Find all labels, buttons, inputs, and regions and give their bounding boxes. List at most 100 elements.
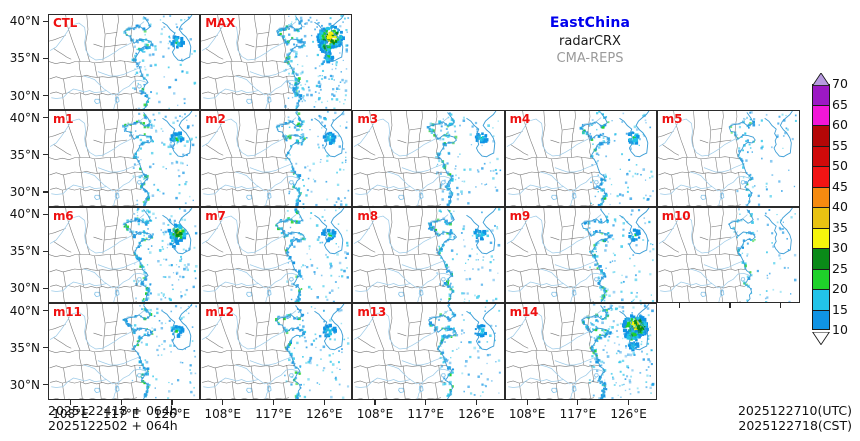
- colorbar-cell: [812, 289, 830, 310]
- panel-label: m7: [205, 208, 226, 223]
- y-axis-tick: [43, 57, 48, 60]
- footer-init-time-2: 2025122502 + 064h: [48, 418, 178, 433]
- colorbar-tick-label: 10: [832, 322, 848, 337]
- panel-label: m13: [357, 305, 386, 320]
- x-axis-tick: [120, 399, 122, 405]
- colorbar-cell: [812, 309, 830, 330]
- colorbar-over-arrow: [811, 71, 831, 87]
- footer-valid-utc: 2025122710(UTC): [737, 403, 852, 418]
- colorbar-cell: [812, 84, 830, 105]
- colorbar-cell: [812, 166, 830, 187]
- colorbar-under-arrow: [811, 330, 831, 346]
- map-panel-m1: m1: [48, 110, 201, 207]
- panel-label: m9: [509, 208, 531, 223]
- y-axis-label: 40°N: [9, 207, 40, 222]
- colorbar: [812, 84, 830, 330]
- x-axis-label: 117°E: [407, 406, 444, 421]
- colorbar-tick-label: 65: [832, 96, 848, 112]
- panel-label: CTL: [53, 16, 78, 30]
- panel-label: m12: [205, 305, 234, 320]
- y-axis-label: 40°N: [9, 110, 40, 125]
- map-panel-m5: m5: [656, 110, 800, 207]
- footer-init-time-1: 2025122418 + 064h: [48, 403, 178, 418]
- panel-label: m2: [205, 112, 226, 127]
- y-axis-tick: [43, 250, 48, 252]
- x-axis-tick: [222, 399, 224, 405]
- x-axis-label: 117°E: [103, 406, 140, 421]
- colorbar-tick-label: 20: [832, 281, 848, 296]
- y-axis-tick: [43, 310, 48, 312]
- panel-label: m8: [357, 208, 378, 223]
- colorbar-tick-label: 30: [832, 240, 848, 255]
- y-axis-tick: [43, 287, 48, 289]
- colorbar-tick-label: 70: [832, 76, 848, 91]
- colorbar-cell: [812, 268, 830, 289]
- x-axis-tick: [425, 399, 427, 405]
- figure-title: EastChina: [549, 15, 631, 31]
- x-axis-tick: [729, 303, 731, 309]
- map-panel-m9: m9: [504, 206, 657, 304]
- y-axis-tick: [43, 94, 48, 97]
- x-axis-tick: [475, 399, 477, 405]
- colorbar-cell: [812, 186, 830, 207]
- x-axis-tick: [323, 399, 325, 405]
- x-axis-label: 108°E: [204, 406, 241, 421]
- y-axis-label: 30°N: [9, 184, 40, 199]
- y-axis-label: 30°N: [9, 377, 40, 392]
- map-panel-ctl: CTL: [48, 14, 201, 111]
- colorbar-cell: [812, 125, 830, 146]
- colorbar-cell: [812, 207, 830, 228]
- map-panel-m7: m7: [200, 206, 353, 304]
- y-axis-label: 35°N: [9, 340, 40, 355]
- x-axis-tick: [678, 303, 680, 309]
- y-axis-label: 40°N: [9, 303, 40, 318]
- x-axis-label: 108°E: [356, 406, 394, 421]
- y-axis-label: 35°N: [9, 244, 40, 259]
- panel-label: m14: [509, 305, 539, 320]
- x-axis-tick: [577, 399, 579, 405]
- panel-label: m1: [53, 112, 74, 127]
- colorbar-tick-label: 35: [832, 219, 848, 235]
- x-axis-tick: [272, 399, 275, 405]
- map-panel-m3: m3: [352, 110, 505, 207]
- colorbar-cell: [812, 145, 830, 166]
- colorbar-cell: [812, 104, 830, 125]
- x-axis-label: 117°E: [255, 406, 292, 421]
- x-axis-tick: [780, 303, 782, 309]
- x-axis-tick: [69, 399, 72, 405]
- y-axis-tick: [43, 213, 48, 215]
- x-axis-label: 108°E: [508, 406, 546, 421]
- footer-valid-cst: 2025122718(CST): [738, 418, 852, 433]
- x-axis-label: 126°E: [305, 406, 343, 421]
- x-axis-tick: [171, 399, 173, 405]
- x-axis-label: 117°E: [559, 406, 597, 421]
- title-block: EastChina radarCRX CMA-REPS: [480, 14, 700, 68]
- colorbar-cell: [812, 227, 830, 248]
- figure-variable: radarCRX: [559, 33, 621, 49]
- panel-label: m11: [53, 305, 82, 320]
- colorbar-cell: [812, 248, 830, 269]
- y-axis-label: 35°N: [9, 51, 40, 66]
- x-axis-label: 126°E: [610, 406, 647, 421]
- panel-label: m5: [661, 112, 683, 127]
- panel-label: m3: [357, 112, 378, 127]
- x-axis-tick: [628, 399, 630, 405]
- y-axis-tick: [43, 347, 48, 349]
- y-axis-tick: [43, 384, 48, 386]
- map-panel-m12: m12: [200, 303, 353, 400]
- colorbar-tick-label: 40: [832, 199, 848, 214]
- map-panel-m14: m14: [504, 303, 657, 400]
- map-panel-m8: m8: [352, 206, 505, 304]
- figure-model-name: CMA-REPS: [556, 51, 624, 67]
- y-axis-tick: [43, 117, 48, 119]
- colorbar-tick-label: 15: [832, 301, 848, 317]
- panel-label: MAX: [205, 16, 236, 30]
- y-axis-tick: [43, 154, 48, 156]
- colorbar-tick-label: 50: [832, 158, 848, 173]
- y-axis-label: 35°N: [9, 147, 40, 162]
- panel-label: m10: [661, 208, 691, 223]
- colorbar-tick-label: 60: [832, 117, 848, 132]
- x-axis-label: 108°E: [52, 406, 89, 421]
- map-panel-m10: m10: [656, 206, 800, 304]
- y-axis-tick: [43, 191, 48, 193]
